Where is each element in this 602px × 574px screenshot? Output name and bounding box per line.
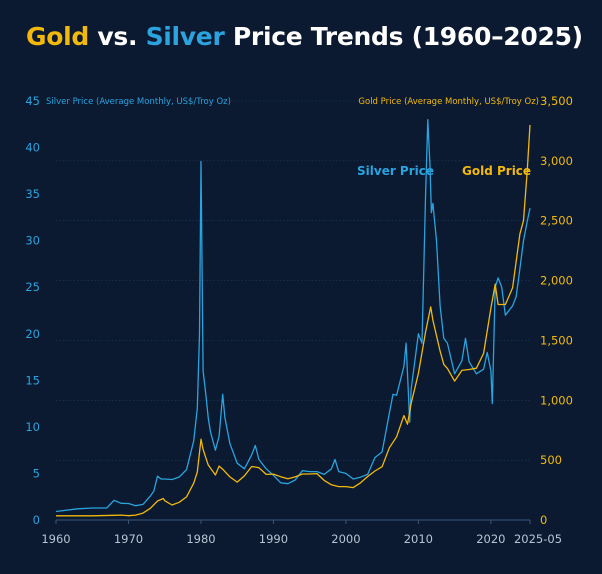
left-tick-label-2: 10 <box>25 420 40 434</box>
left-tick-label-1: 5 <box>33 466 40 480</box>
title-gold-word: Gold <box>26 22 89 51</box>
x-tick-label-2: 1980 <box>186 532 215 546</box>
x-tick-label-4: 2000 <box>331 532 360 546</box>
left-tick-label-8: 40 <box>25 141 40 155</box>
right-tick-label-1: 500 <box>540 453 562 467</box>
right-tick-label-5: 2,500 <box>540 214 573 228</box>
x-tick-label-6: 2020 <box>476 532 505 546</box>
chart-title: Gold vs. Silver Price Trends (1960–2025) <box>26 22 583 51</box>
x-tick-label-3: 1990 <box>259 532 288 546</box>
series-line-gold <box>56 124 531 517</box>
left-tick-label-4: 20 <box>25 327 40 341</box>
left-axis-label: Silver Price (Average Monthly, US$/Troy … <box>46 97 231 107</box>
left-tick-label-6: 30 <box>25 234 40 248</box>
left-tick-label-3: 15 <box>25 373 40 387</box>
x-tick-label-5: 2010 <box>404 532 433 546</box>
right-tick-label-3: 1,500 <box>540 333 573 347</box>
left-tick-label-9: 45 <box>25 94 40 108</box>
left-tick-label-5: 25 <box>25 280 40 294</box>
right-axis-label: Gold Price (Average Monthly, US$/Troy Oz… <box>358 97 539 107</box>
silver-annotation: Silver Price <box>357 164 434 178</box>
right-tick-label-2: 1,000 <box>540 393 573 407</box>
x-tick-label-7: 2025-05 <box>514 532 562 546</box>
title-vs: vs. <box>88 22 146 51</box>
series-line-silver <box>55 118 531 513</box>
left-tick-label-7: 35 <box>25 187 40 201</box>
left-tick-label-0: 0 <box>33 513 40 527</box>
right-tick-label-6: 3,000 <box>540 154 573 168</box>
title-silver-word: Silver <box>145 22 225 51</box>
x-tick-label-0: 1960 <box>41 532 70 546</box>
right-tick-label-0: 0 <box>540 513 547 527</box>
x-tick-label-1: 1970 <box>114 532 143 546</box>
right-tick-label-7: 3,500 <box>540 94 573 108</box>
right-tick-label-4: 2,000 <box>540 274 573 288</box>
gold-annotation: Gold Price <box>462 164 531 178</box>
title-rest: Price Trends (1960–2025) <box>224 22 583 51</box>
